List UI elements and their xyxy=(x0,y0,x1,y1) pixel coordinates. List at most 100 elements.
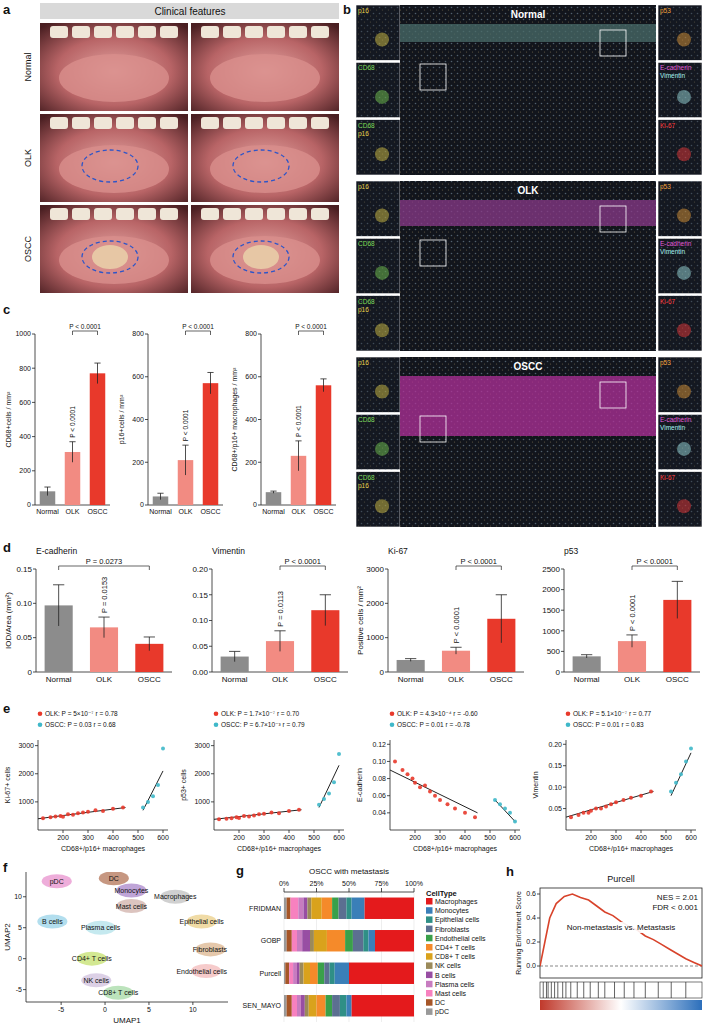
tick-label: 0 xyxy=(28,668,33,677)
point xyxy=(252,813,256,817)
y-tick xyxy=(35,745,38,746)
if-texture xyxy=(400,5,656,175)
legend-swatch xyxy=(426,926,433,933)
tick-label: 10 xyxy=(189,1006,197,1013)
p-value: P < 0.0001 xyxy=(460,557,496,566)
category-label: OLK xyxy=(448,675,465,684)
photo xyxy=(191,23,339,111)
x-tick xyxy=(339,830,340,833)
cell xyxy=(677,266,691,280)
bar-segment xyxy=(345,930,353,951)
stain-label: Ki-67 xyxy=(660,474,676,481)
error-bar xyxy=(97,363,98,384)
y-tick xyxy=(385,672,388,673)
tick-label: 0.20 xyxy=(548,741,562,748)
cell xyxy=(677,90,691,104)
y-tick xyxy=(23,896,26,897)
point xyxy=(242,814,246,818)
stain-label: E-cadherin xyxy=(660,240,692,247)
error-cap xyxy=(450,647,461,648)
point xyxy=(76,811,80,815)
cell xyxy=(375,33,389,47)
tooth xyxy=(289,117,307,129)
inset-texture xyxy=(658,414,702,469)
tick-label: 1000 xyxy=(366,633,384,642)
point xyxy=(49,815,53,819)
stain-label: CD68 xyxy=(358,416,375,423)
y-tick xyxy=(561,630,564,631)
legend-title: CellType xyxy=(426,889,457,898)
tick-label: 1000 xyxy=(15,330,31,337)
inset-texture xyxy=(658,472,702,527)
y-axis xyxy=(36,569,37,672)
axis-title: p53+ cells xyxy=(180,769,188,801)
y-tick xyxy=(32,368,35,369)
fit-line xyxy=(38,808,126,819)
point xyxy=(406,772,410,776)
stain-label: CD68 xyxy=(358,64,375,71)
point xyxy=(237,816,241,820)
zoom-box xyxy=(600,382,626,408)
bar-segment xyxy=(375,930,414,951)
tick-label: 600 xyxy=(132,373,144,380)
legend-label: Mast cells xyxy=(435,990,467,997)
legend-swatch xyxy=(426,935,433,942)
tick-label: 5 xyxy=(18,924,22,931)
rank-gradient xyxy=(540,1000,702,1010)
y-tick xyxy=(537,942,540,943)
error-cap xyxy=(295,440,301,441)
x-tick xyxy=(63,830,64,833)
bracket xyxy=(456,566,501,570)
legend-marker xyxy=(390,722,395,727)
y-tick xyxy=(145,419,148,420)
bar-segment xyxy=(340,995,347,1016)
tooth xyxy=(138,117,156,129)
point xyxy=(161,746,165,750)
y-tick xyxy=(32,436,35,437)
bar-segment xyxy=(300,963,304,984)
tick-label: 600 xyxy=(245,373,257,380)
bar-segment xyxy=(284,898,287,919)
y-tick xyxy=(561,672,564,673)
point xyxy=(428,789,432,793)
error-bar xyxy=(456,647,457,654)
hit xyxy=(658,982,659,998)
tooth xyxy=(267,117,285,129)
hit xyxy=(583,982,584,998)
tick-label: 200 xyxy=(409,834,421,841)
bar xyxy=(203,383,219,505)
cell xyxy=(677,499,691,513)
photo xyxy=(191,114,339,202)
bracket xyxy=(280,566,325,570)
tick-label: 400 xyxy=(19,433,31,440)
error-cap xyxy=(626,634,637,635)
tick-label: 5 xyxy=(147,1006,151,1013)
panel-label: b xyxy=(343,2,351,17)
x-tick xyxy=(314,830,315,833)
bar-segment xyxy=(369,930,376,951)
lesion-outline xyxy=(233,241,289,273)
tick-label: 2000 xyxy=(542,585,560,594)
panel-label: h xyxy=(506,864,514,879)
inset-texture xyxy=(356,296,400,351)
point xyxy=(262,812,266,816)
tooth xyxy=(201,117,219,129)
error-bar xyxy=(323,379,324,392)
tooth xyxy=(289,208,307,220)
stain-label: p16 xyxy=(358,482,369,490)
error-cap xyxy=(182,445,188,446)
cell xyxy=(375,209,389,223)
row-label: OLK xyxy=(23,149,33,167)
bar-segment xyxy=(310,963,318,984)
cluster-label: Epithelial cells xyxy=(179,918,224,926)
point xyxy=(629,796,633,800)
y-tick xyxy=(385,569,388,570)
point xyxy=(569,815,573,819)
tooth xyxy=(116,117,134,129)
cluster xyxy=(81,973,111,987)
stain-label: p16 xyxy=(358,183,369,191)
error-bar xyxy=(104,617,105,638)
inset-texture xyxy=(356,62,400,117)
point xyxy=(614,800,618,804)
annotation: NES = 2.01 xyxy=(657,893,699,902)
